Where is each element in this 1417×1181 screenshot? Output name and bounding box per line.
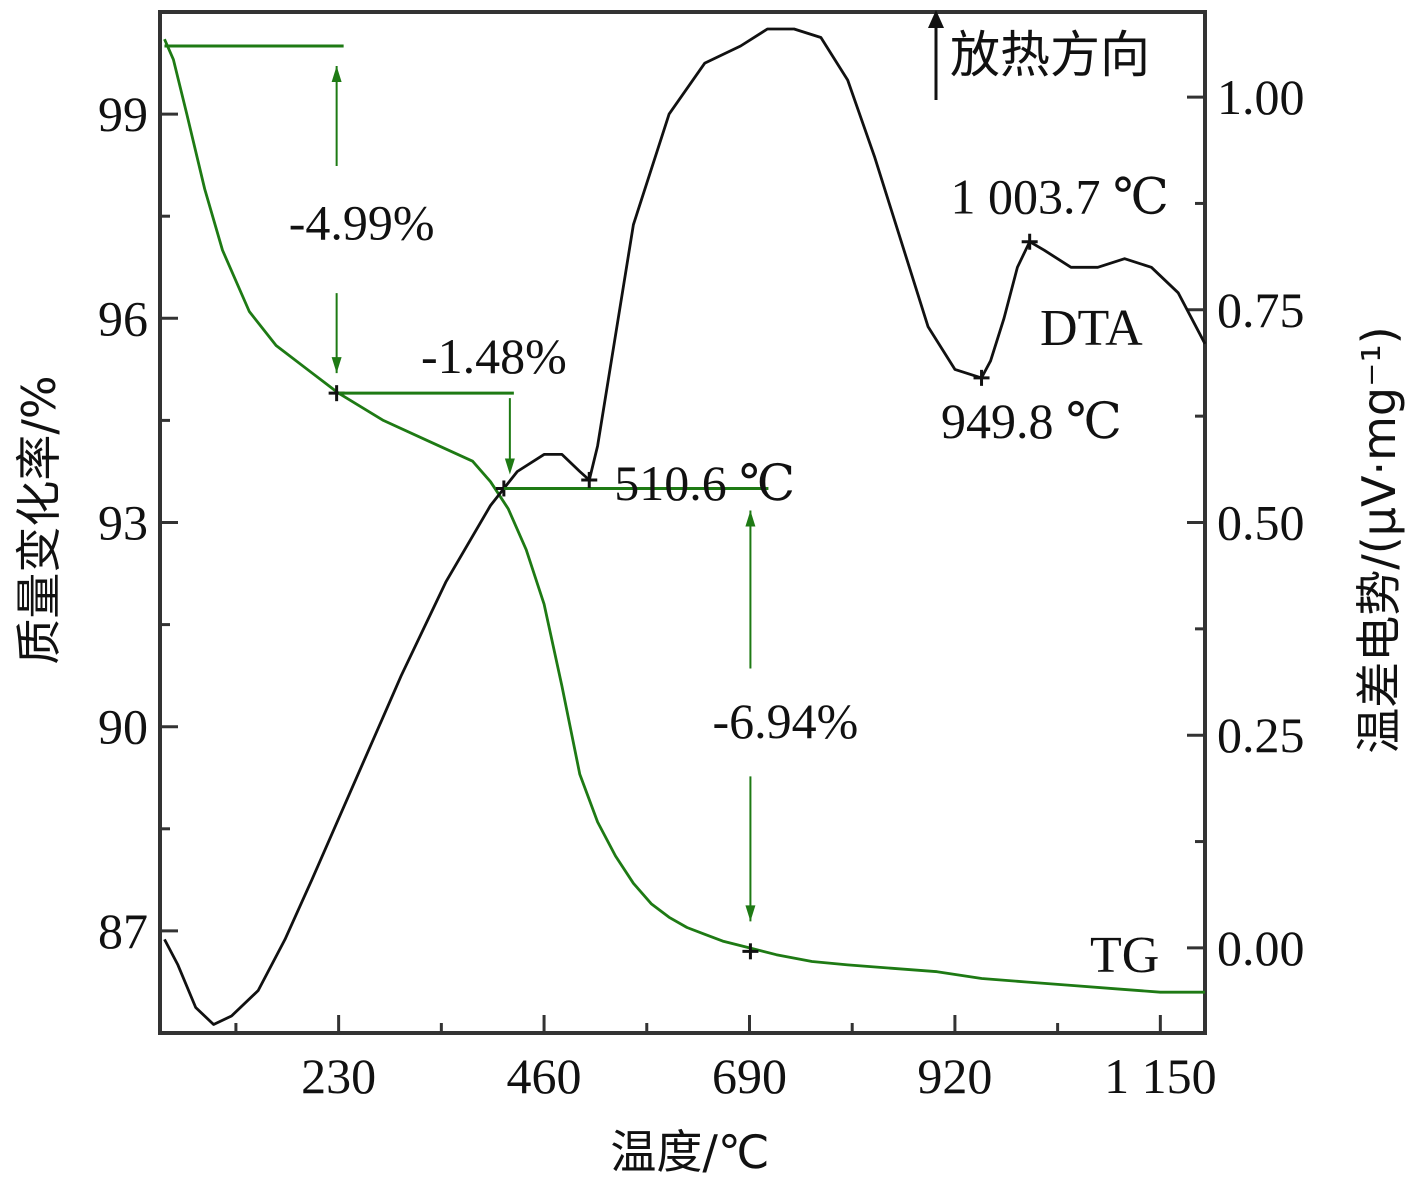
- x-tick-label: 920: [917, 1048, 992, 1104]
- tg-step-arrow-head: [331, 357, 342, 374]
- left-y-tick-label: 90: [98, 699, 148, 755]
- right-y-tick-label: 0.25: [1217, 707, 1305, 763]
- right-y-tick-label: 0.00: [1217, 920, 1305, 976]
- x-tick-label: 460: [507, 1048, 582, 1104]
- x-tick-label: 230: [301, 1048, 376, 1104]
- tg-step-arrow-head: [331, 66, 342, 83]
- annotation-layer: -4.99% -1.48% -6.94% 510.6 ℃ 949.8 ℃ 1 003.7 …: [164, 44, 1169, 960]
- tg-step-label: -1.48%: [421, 328, 567, 384]
- x-axis-tick-labels: 230 460 690 920 1 150: [301, 1048, 1216, 1104]
- dta-peak-label: 1 003.7 ℃: [950, 169, 1168, 225]
- series-label-dta: DTA: [1040, 300, 1143, 357]
- x-axis-title: 温度/℃: [610, 1125, 769, 1179]
- tg-step-label: -4.99%: [289, 195, 435, 251]
- tg-step-arrow-head: [745, 905, 756, 922]
- left-y-tick-label: 93: [98, 495, 148, 551]
- x-tick-label: 690: [712, 1048, 787, 1104]
- dta-peak-label: 949.8 ℃: [941, 393, 1122, 449]
- left-y-tick-label: 99: [98, 86, 148, 142]
- left-y-tick-label: 87: [98, 903, 148, 959]
- exo-direction-label: 放热方向: [950, 26, 1150, 84]
- tg-step-arrow-head: [745, 510, 756, 527]
- exo-arrow-head: [928, 10, 944, 28]
- left-axis-title: 质量变化率/%: [12, 375, 66, 664]
- right-axis-tick-labels: 0.00 0.25 0.50 0.75 1.00: [1217, 69, 1305, 976]
- tg-step-label: -6.94%: [713, 693, 859, 749]
- left-y-tick-label: 96: [98, 290, 148, 346]
- plot-frame: [158, 10, 1207, 1035]
- right-y-tick-label: 0.50: [1217, 495, 1305, 551]
- tg-step-arrow-head: [504, 458, 515, 475]
- right-axis-title: 温差电势/(μV·mg⁻¹): [1352, 326, 1406, 753]
- right-y-tick-label: 1.00: [1217, 69, 1305, 125]
- axis-ticks: [160, 10, 1205, 1035]
- left-axis-tick-labels: 87 90 93 96 99: [98, 86, 148, 959]
- exo-direction-note: 放热方向: [928, 10, 1150, 100]
- x-tick-label: 1 150: [1104, 1048, 1217, 1104]
- series-line-tg: [163, 38, 1205, 994]
- series-label-tg: TG: [1090, 927, 1159, 984]
- dta-peak-label: 510.6 ℃: [614, 455, 795, 511]
- right-y-tick-label: 0.75: [1217, 282, 1305, 338]
